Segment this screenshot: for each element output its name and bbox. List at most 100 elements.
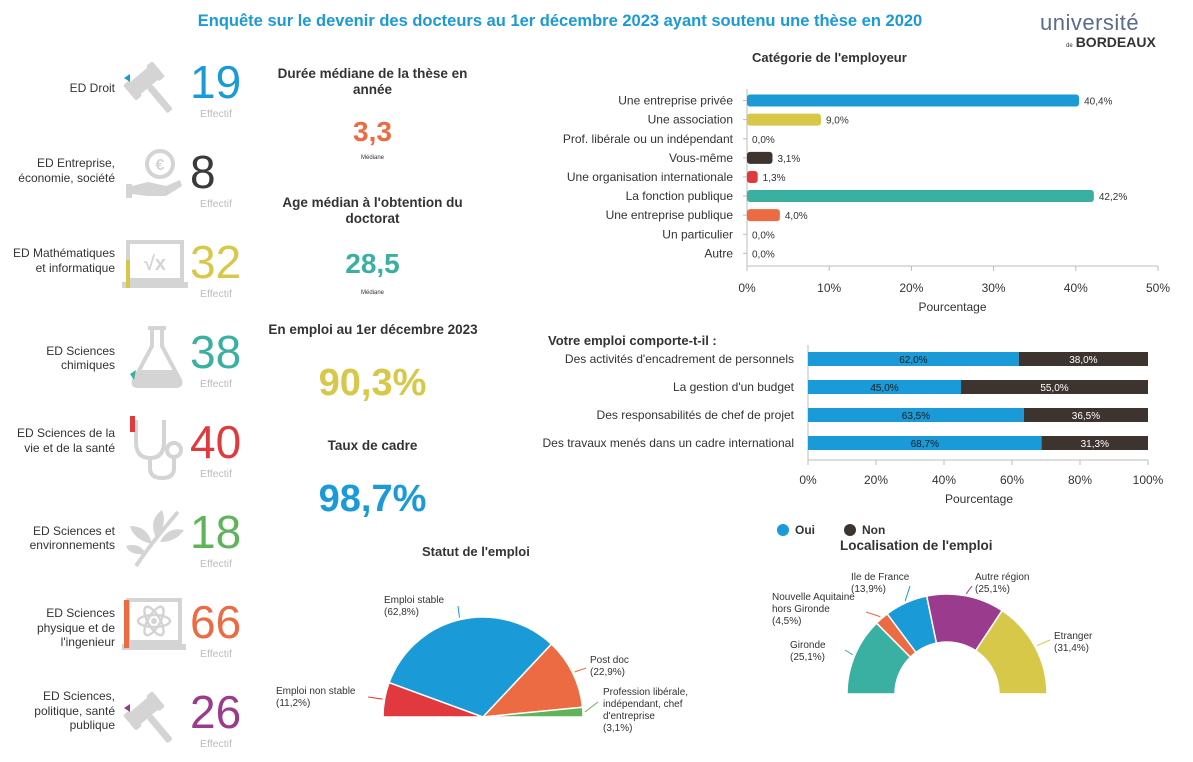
status-slice xyxy=(482,706,584,718)
status-slice-value: (22,9%) xyxy=(590,667,625,678)
job-x-tick-label: 80% xyxy=(1068,473,1092,487)
employer-value-label: 3,1% xyxy=(777,154,800,165)
status-slice-value: (11,2%) xyxy=(276,698,310,709)
job-value-label: 62,0% xyxy=(899,355,927,366)
location-slice-value: (25,1%) xyxy=(975,584,1010,595)
ed-label: ED Droit xyxy=(69,80,115,95)
job-value-label: 63,5% xyxy=(902,411,930,422)
status-slice-name: indépendant, chef xyxy=(603,699,683,710)
kpi-age-title: Age médian à l'obtention du doctorat xyxy=(282,195,463,226)
location-slice-value: (4,5%) xyxy=(772,616,801,627)
location-chart-title: Localisation de l'emploi xyxy=(840,538,993,553)
ed-label: ED Sciences physique et de l'ingenieur xyxy=(36,606,115,650)
job-x-tick-label: 20% xyxy=(864,473,888,487)
ed-effectif-label: Effectif xyxy=(200,468,232,480)
ed-count: 66 xyxy=(190,596,242,648)
kpi-emploi-value: 90,3% xyxy=(318,362,427,404)
gavel-icon xyxy=(122,682,192,752)
ed-count: 26 xyxy=(190,686,242,738)
kpi-age-sub: Médiane xyxy=(360,290,384,296)
ed-row: ED Entreprise, économie, société €8 Effect… xyxy=(0,142,260,222)
gavel-icon xyxy=(122,52,192,122)
status-slice-name: Post doc xyxy=(590,655,629,666)
kpi-duree-title: Durée médiane de la thèse en année xyxy=(277,66,468,97)
ed-label: ED Sciences chimiques xyxy=(46,343,115,373)
legend-marker xyxy=(844,524,856,536)
logo-bottom: BORDEAUX xyxy=(1075,34,1156,50)
employer-bar xyxy=(747,170,758,183)
job-bar-oui xyxy=(808,408,1024,422)
employer-x-tick-label: 0% xyxy=(738,281,756,295)
location-slice-name: Autre région xyxy=(975,572,1029,583)
employer-bar xyxy=(747,94,1080,107)
employer-bar xyxy=(747,113,821,126)
logo-top: université xyxy=(1040,10,1140,35)
job-value-label: 36,5% xyxy=(1072,411,1100,422)
employer-bar xyxy=(747,209,780,222)
status-slice-name: d'entreprise xyxy=(603,711,655,722)
job-bar-oui xyxy=(808,380,961,394)
location-slice-value: (25,1%) xyxy=(790,652,825,663)
kpi-age-value: 28,5 xyxy=(345,248,400,279)
svg-text:€: € xyxy=(156,157,165,174)
status-slice-value: (62,8%) xyxy=(384,607,419,618)
job-bar-oui xyxy=(808,352,1019,366)
kpi-cadre-title: Taux de cadre xyxy=(327,438,418,453)
ed-label: ED Mathématiques et informatique xyxy=(12,246,115,275)
location-leader-line xyxy=(844,649,854,656)
employer-value-label: 40,4% xyxy=(1084,97,1112,108)
ed-row: ED Mathématiques et informatique √x 32 Effe… xyxy=(0,232,260,312)
job-value-label: 68,7% xyxy=(911,439,939,450)
location-leader-line xyxy=(904,585,911,602)
job-bar-non xyxy=(1023,408,1148,422)
logo-de: de xyxy=(1066,43,1073,49)
job-value-label: 55,0% xyxy=(1040,383,1068,394)
employer-value-label: 9,0% xyxy=(826,116,849,127)
employer-bar xyxy=(747,151,773,164)
status-slice-name: Profession libérale, xyxy=(603,687,688,698)
status-slice-value: (3,1%) xyxy=(603,723,632,734)
job-category-label: Des travaux menés dans un cadre internat… xyxy=(543,436,794,450)
status-leader-line xyxy=(367,696,383,700)
status-leader-line xyxy=(574,667,587,673)
employer-category-label: Prof. libérale ou un indépendant xyxy=(563,132,734,146)
ed-label: ED Entreprise, économie, société xyxy=(18,156,115,185)
ed-row: ED Droit 19 Effectif xyxy=(0,52,260,132)
employer-value-label: 1,3% xyxy=(763,173,786,184)
employer-category-label: Vous-même xyxy=(669,151,733,165)
employer-category-label: Une entreprise privée xyxy=(618,94,733,108)
status-leader-line xyxy=(457,605,460,618)
ed-effectif-label: Effectif xyxy=(200,378,232,390)
ed-label: ED Sciences, politique, santé publique xyxy=(34,689,115,732)
employer-category-label: Une association xyxy=(648,113,733,127)
employer-value-label: 0,0% xyxy=(752,249,775,260)
employer-x-tick-label: 30% xyxy=(982,281,1006,295)
location-slice-value: (31,4%) xyxy=(1054,643,1089,654)
employer-category-label: La fonction publique xyxy=(626,189,734,203)
kpi-emploi-title: En emploi au 1er décembre 2023 xyxy=(268,322,478,337)
job-bar-non xyxy=(1018,352,1148,366)
employer-x-axis-label: Pourcentage xyxy=(918,300,986,314)
ed-count: 8 xyxy=(190,146,216,198)
ed-effectif-label: Effectif xyxy=(200,648,232,660)
job-value-label: 31,3% xyxy=(1081,439,1109,450)
employer-value-label: 42,2% xyxy=(1099,192,1127,203)
job-chart-title: Votre emploi comporte-t-il : xyxy=(548,333,717,348)
ed-row: ED Sciences, politique, santé publique 26… xyxy=(0,682,260,762)
ed-effectif-label: Effectif xyxy=(200,288,232,300)
leaf-icon xyxy=(122,502,192,572)
sqrt-board-icon: √x xyxy=(122,232,192,302)
job-value-label: 38,0% xyxy=(1069,355,1097,366)
ed-effectif-label: Effectif xyxy=(200,558,232,570)
ed-row: ED Sciences de la vie et de la santé 40 Ef… xyxy=(0,412,260,492)
employer-x-tick-label: 40% xyxy=(1064,281,1088,295)
location-slice xyxy=(974,609,1048,695)
flask-icon xyxy=(122,322,192,392)
job-category-label: Des activités d'encadrement de personnel… xyxy=(565,352,794,366)
ed-effectif-label: Effectif xyxy=(200,108,232,120)
employer-category-label: Autre xyxy=(704,246,733,260)
page-title: Enquête sur le devenir des docteurs au 1… xyxy=(197,12,923,30)
legend-marker xyxy=(777,524,789,536)
employer-chart-title: Catégorie de l'employeur xyxy=(752,50,907,65)
ed-count: 19 xyxy=(190,56,242,108)
